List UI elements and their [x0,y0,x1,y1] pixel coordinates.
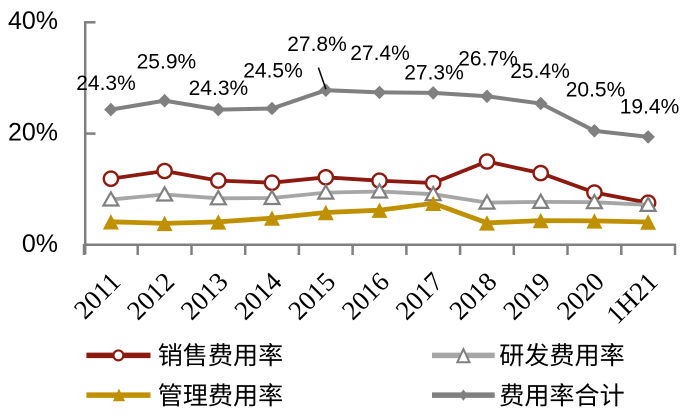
svg-text:24.3%: 24.3% [76,72,136,95]
svg-text:24.5%: 24.5% [243,60,303,83]
svg-text:0%: 0% [22,230,58,258]
svg-text:24.3%: 24.3% [189,77,249,100]
svg-text:40%: 40% [8,7,58,35]
svg-text:25.4%: 25.4% [510,60,570,83]
svg-text:19.4%: 19.4% [620,96,680,119]
svg-text:27.8%: 27.8% [287,33,347,56]
svg-text:26.7%: 26.7% [458,47,518,70]
svg-text:27.4%: 27.4% [350,42,410,65]
svg-text:25.9%: 25.9% [137,51,197,74]
svg-text:27.3%: 27.3% [404,62,464,85]
svg-text:20%: 20% [8,119,58,147]
svg-text:20.5%: 20.5% [566,78,626,101]
